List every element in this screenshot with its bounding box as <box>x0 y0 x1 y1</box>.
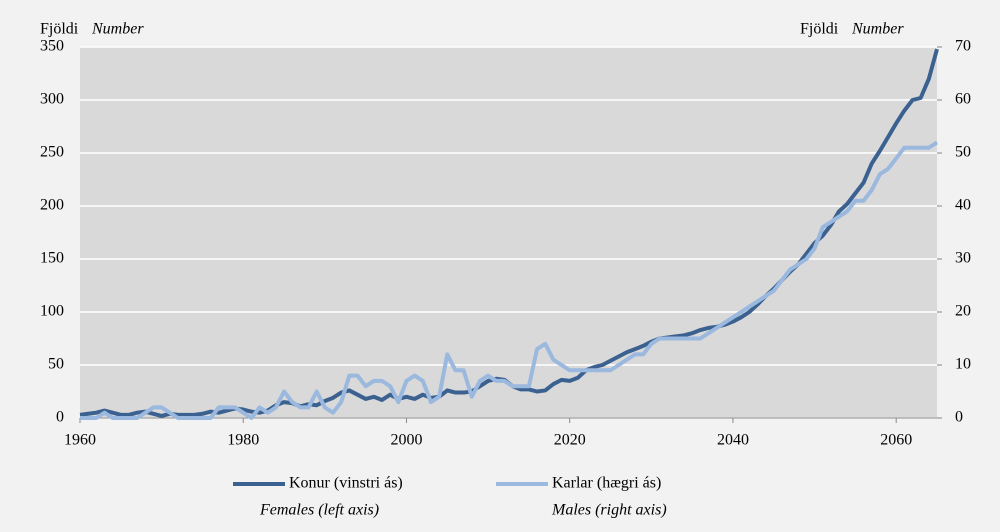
y-tick-label: 0 <box>56 409 64 426</box>
legend-label: Karlar (hægri ás) <box>552 475 661 492</box>
y-tick-label: 50 <box>48 356 64 373</box>
line-series <box>80 140 939 420</box>
y-tick-label: 300 <box>40 91 64 108</box>
y-tick-label: 150 <box>40 250 64 267</box>
y2-tick-label: 20 <box>955 303 971 320</box>
y-tick-label: 100 <box>40 303 64 320</box>
y2-label-en: Number <box>851 21 904 38</box>
y2-tick-label: 50 <box>955 144 971 161</box>
y2-tick-label: 70 <box>955 38 971 55</box>
y-tick-label: 200 <box>40 197 64 214</box>
plot-area <box>80 47 937 418</box>
x-tick-label: 2060 <box>880 432 912 449</box>
y-tick-label: 350 <box>40 38 64 55</box>
y2-tick-label: 40 <box>955 197 971 214</box>
x-tick-label: 1980 <box>227 432 259 449</box>
y2-tick-label: 0 <box>955 409 963 426</box>
legend-label: Konur (vinstri ás) <box>289 475 403 492</box>
legend-label-en: Males (right axis) <box>551 502 667 519</box>
x-tick-label: 2040 <box>717 432 749 449</box>
y-tick-label: 250 <box>40 144 64 161</box>
y-label-en: Number <box>91 21 144 38</box>
y-label: Fjöldi <box>40 21 79 38</box>
legend-label-en: Females (left axis) <box>259 502 379 519</box>
x-tick-label: 2020 <box>554 432 586 449</box>
y2-label: Fjöldi <box>800 21 839 38</box>
y2-tick-label: 30 <box>955 250 971 267</box>
y2-tick-label: 10 <box>955 356 971 373</box>
x-tick-label: 1960 <box>64 432 96 449</box>
y2-tick-label: 60 <box>955 91 971 108</box>
x-tick-label: 2000 <box>390 432 422 449</box>
